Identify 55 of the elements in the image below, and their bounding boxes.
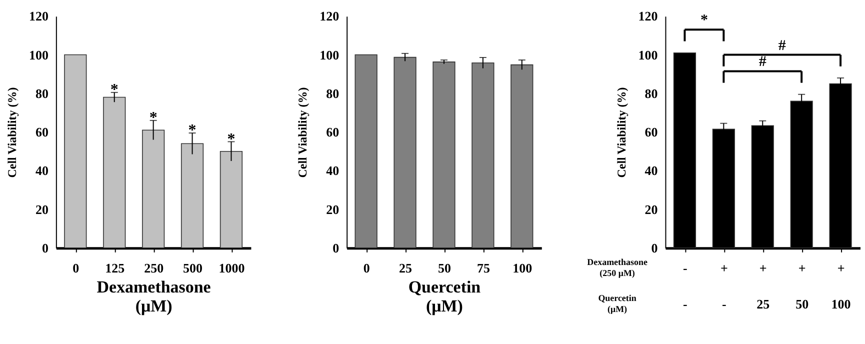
annotation: * [227, 130, 236, 148]
y-tick-label: 20 [326, 202, 340, 217]
y-tick-label: 80 [326, 86, 340, 101]
category-label: - - [683, 260, 688, 312]
annotation: * [188, 122, 196, 140]
x-tick-label: 1000 [218, 260, 245, 276]
y-axis-title: Cell Viability (%) [296, 87, 310, 178]
x-tick-label: 25 [399, 260, 413, 276]
bar [220, 150, 243, 248]
y-tick-label: 60 [35, 124, 48, 140]
y-tick-label: 80 [35, 86, 48, 101]
y-tick-label: 60 [644, 124, 658, 140]
x-tick-label: 500 [183, 260, 203, 276]
annotation: * [700, 12, 708, 29]
y-tick-label: 120 [320, 8, 340, 24]
category-label: + 25 [756, 260, 770, 312]
x-axis-title: Dexamethasone (μM) [96, 277, 212, 316]
text: Dexamethasone (250 μM) [587, 256, 648, 278]
annotation: * [149, 110, 158, 127]
y-axis-title: Cell Viability (%) [614, 87, 628, 178]
x-tick-label: 125 [105, 260, 126, 276]
x-tick-label: 0 [363, 260, 370, 276]
category-label: + 50 [796, 260, 809, 312]
y-tick-label: 0 [651, 240, 658, 256]
y-tick-label: 40 [326, 163, 340, 178]
y-tick-label: 60 [326, 124, 340, 140]
x-tick-label: 250 [144, 260, 164, 276]
bar [180, 143, 204, 248]
bar [142, 130, 165, 248]
x-tick-label: 0 [72, 260, 80, 276]
y-tick-label: 100 [320, 47, 340, 62]
y-tick-label: 40 [644, 163, 658, 178]
y-tick-label: 20 [644, 202, 658, 217]
x-tick-label: 75 [476, 260, 490, 276]
bar [64, 54, 87, 248]
y-tick-label: 100 [638, 47, 658, 62]
y-axis-title: Cell Viability (%) [4, 87, 19, 178]
x-tick-label: 100 [512, 260, 532, 276]
y-tick-label: 120 [638, 8, 658, 24]
y-tick-label: 0 [332, 240, 340, 256]
y-tick-label: 0 [42, 240, 48, 256]
bar [103, 96, 126, 248]
y-tick-label: 40 [35, 163, 48, 178]
category-label: + - [720, 260, 728, 312]
y-tick-label: 80 [644, 86, 658, 101]
y-tick-label: 120 [28, 8, 48, 24]
annotation: * [110, 82, 118, 99]
annotation: # [778, 38, 786, 54]
category-label: + 100 [831, 260, 851, 312]
y-tick-label: 100 [28, 47, 48, 62]
x-axis-title: Quercetin (μM) [408, 277, 482, 316]
text: Quercetin (μM) [598, 292, 636, 314]
x-tick-label: 50 [438, 260, 451, 276]
y-tick-label: 20 [35, 202, 48, 217]
annotation: # [758, 54, 767, 70]
